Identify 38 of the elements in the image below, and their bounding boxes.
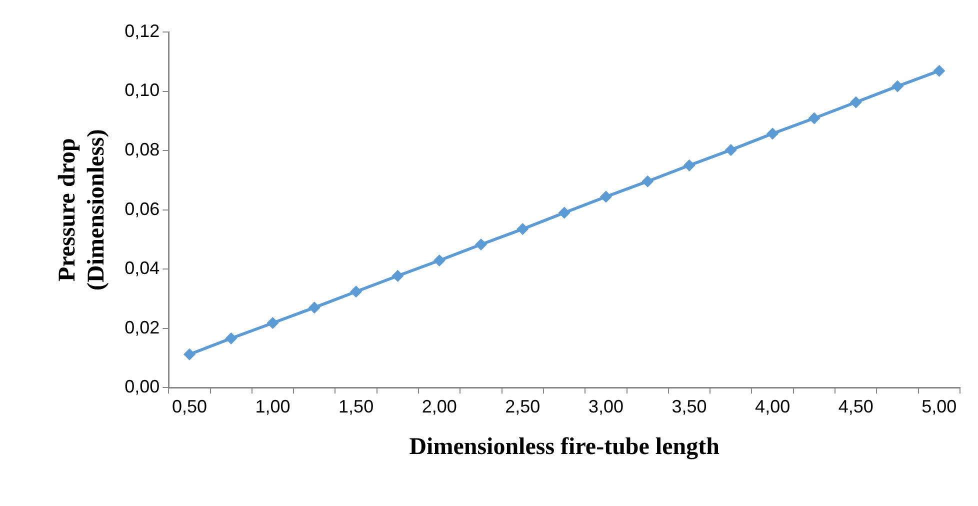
point — [766, 128, 779, 140]
x-tick-label: 2,00 — [422, 396, 457, 416]
point — [600, 190, 612, 203]
point — [933, 64, 946, 77]
point — [808, 112, 820, 124]
x-tick-label: 3,50 — [672, 396, 707, 416]
x-tick-label: 0,50 — [172, 396, 207, 416]
point — [266, 317, 279, 329]
point — [642, 175, 654, 188]
x-tick-label: 4,50 — [838, 396, 874, 416]
point — [433, 254, 446, 266]
y-axis-title: Pressure drop (Dimensionless) — [54, 129, 110, 290]
y-tick-label: 0,06 — [124, 198, 160, 219]
point — [225, 332, 238, 344]
y-tick-label: 0,12 — [124, 20, 160, 41]
point — [308, 302, 320, 314]
x-tick-label: 1,00 — [255, 396, 290, 416]
point — [558, 206, 570, 219]
point — [475, 238, 488, 250]
x-tick-label: 4,00 — [755, 396, 790, 416]
x-tick-label: 5,00 — [922, 396, 957, 416]
point — [683, 159, 696, 172]
y-tick-label: 0,04 — [124, 258, 160, 278]
point — [392, 270, 404, 282]
point — [350, 286, 362, 298]
point — [850, 96, 862, 108]
y-tick-label: 0,02 — [124, 317, 160, 338]
x-axis-title: Dimensionless fire-tube length — [409, 434, 720, 460]
point — [516, 223, 529, 236]
y-tick-label: 0,10 — [124, 80, 160, 100]
x-tick-label: 3,00 — [588, 396, 624, 416]
point — [724, 144, 737, 156]
point — [892, 80, 904, 92]
point — [183, 348, 196, 360]
y-tick-label: 0,00 — [124, 376, 160, 397]
x-tick-label: 2,50 — [505, 396, 540, 416]
x-tick-label: 1,50 — [338, 396, 374, 416]
y-tick-label: 0,08 — [124, 140, 160, 160]
